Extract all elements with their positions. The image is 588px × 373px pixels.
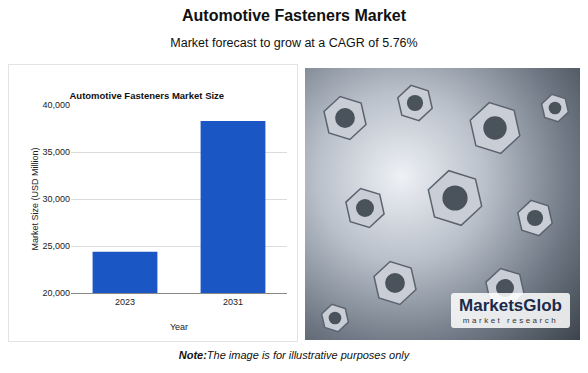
html-text:market research: market research (462, 316, 559, 325)
svg-text:20,000: 20,000 (42, 288, 70, 298)
svg-text:30,000: 30,000 (42, 194, 70, 204)
svg-text:2031: 2031 (223, 297, 243, 307)
svg-text:Market Size (USD Million): Market Size (USD Million) (30, 147, 40, 250)
svg-text:25,000: 25,000 (42, 241, 70, 251)
html-text:Market forecast to grow at a C: Market forecast to grow at a CAGR of 5.7… (170, 36, 418, 50)
svg-text:Year: Year (170, 322, 188, 332)
html-text:Note: The image is for illustr: Note: The image is for illustrative purp… (178, 349, 410, 361)
svg-text:40,000: 40,000 (42, 100, 70, 110)
html-text:MarketsGlob: MarketsGlob (459, 296, 562, 315)
svg-text:2023: 2023 (115, 297, 135, 307)
svg-text:Automotive Fasteners Market Si: Automotive Fasteners Market Size (69, 90, 224, 101)
html-text:Automotive Fasteners Market: Automotive Fasteners Market (182, 7, 406, 24)
svg-text:35,000: 35,000 (42, 147, 70, 157)
